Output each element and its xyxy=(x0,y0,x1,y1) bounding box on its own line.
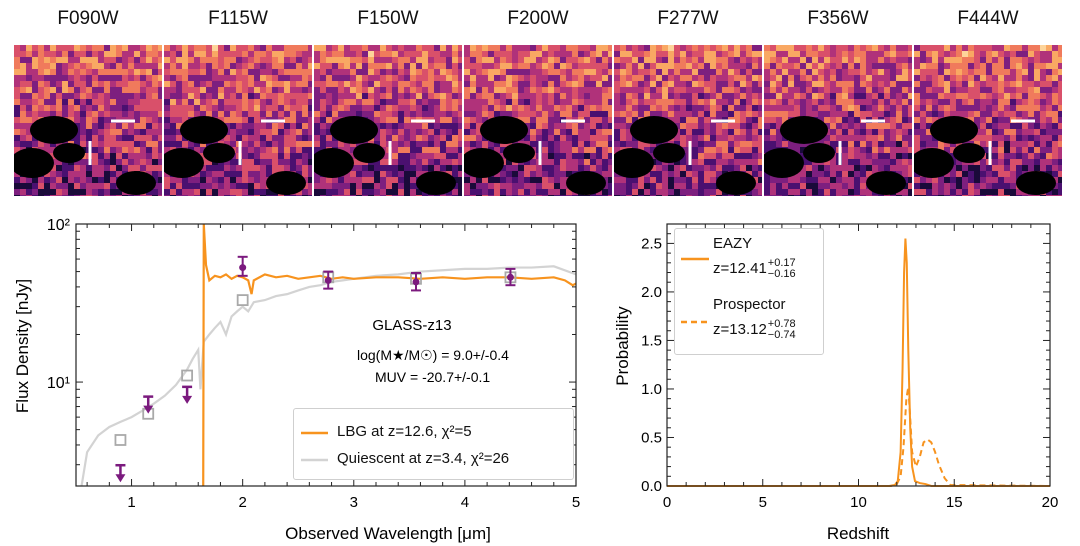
legend-z-eazy: z=12.41 +0.17 −0.16 xyxy=(713,258,796,280)
stamp-dark-blob xyxy=(116,171,156,195)
stamp-dark-blob xyxy=(614,148,654,178)
image-stamps-row: F090W F115W F150W F200W F277W F356W F444… xyxy=(0,0,1080,205)
stamp-dark-blob xyxy=(953,143,985,163)
stamp-dark-blob xyxy=(630,116,678,144)
legend-label-prospector: Prospector xyxy=(713,296,786,313)
pz-x-tick-label: 15 xyxy=(946,494,963,511)
stamp-label-f277w: F277W xyxy=(657,8,719,29)
stamp-dark-blob xyxy=(353,143,385,163)
pz-y-tick-label: 0.5 xyxy=(641,429,662,446)
pz-line-prospector xyxy=(667,386,1051,487)
legend-z-prospector: z=13.12 +0.78 −0.74 xyxy=(713,319,796,341)
stamp-dark-blob xyxy=(180,116,228,144)
stamp-image-f277w xyxy=(614,45,762,196)
legend-z-prospector-upper: +0.78 xyxy=(767,318,796,330)
stamp-label-f200w: F200W xyxy=(507,8,569,29)
stamp-image-f090w xyxy=(14,45,162,196)
stamp-dark-blob xyxy=(330,116,378,144)
sed-line-quiescent xyxy=(80,265,576,486)
stamp-label-f150w: F150W xyxy=(357,8,419,29)
stamp-dark-blob xyxy=(14,148,54,178)
stamp-image-f356w xyxy=(764,45,912,196)
stamp-image-f200w xyxy=(464,45,612,196)
stamp-dark-blob xyxy=(764,148,804,178)
stamp-dark-blob xyxy=(866,171,906,195)
stamp-dark-blob xyxy=(566,171,606,195)
stamp-dark-blob xyxy=(53,143,85,163)
sed-upper-limit-arrow xyxy=(143,405,154,414)
stamp-dark-blob xyxy=(1016,171,1056,195)
sed-photometry-point xyxy=(324,276,332,284)
legend-label-quiescent: Quiescent at z=3.4, χ²=26 xyxy=(337,450,510,467)
stamp-image-f444w xyxy=(914,45,1062,196)
stamp-dark-blob xyxy=(416,171,456,195)
legend-z-eazy-value: z=12.41 xyxy=(713,259,767,277)
stamp-dark-blob xyxy=(314,148,354,178)
stamp-dark-blob xyxy=(480,116,528,144)
sed-chart: 1 2 3 4 5 10¹ 10² GLASS-z13 log(M★/M☉) = 9.0+/… xyxy=(13,217,580,543)
stamp-dark-blob xyxy=(780,116,828,144)
stamp-dark-blob xyxy=(164,148,204,178)
stamp-dark-blob xyxy=(653,143,685,163)
sed-x-tick-label: 2 xyxy=(238,494,246,511)
stamp-dark-blob xyxy=(930,116,978,144)
pz-x-tick-label: 20 xyxy=(1042,494,1059,511)
legend-z-prospector-value: z=13.12 xyxy=(713,320,767,338)
sed-x-tick-label: 4 xyxy=(461,494,469,511)
sed-photometry-point xyxy=(506,273,514,281)
stamp-label-f115w: F115W xyxy=(208,8,268,29)
legend-z-eazy-upper: +0.17 xyxy=(767,257,796,269)
sed-quiescent-marker xyxy=(114,434,127,446)
legend-label-lbg: LBG at z=12.6, χ²=5 xyxy=(337,423,472,440)
sed-quiescent-marker xyxy=(181,369,194,382)
legend-z-prospector-lower: −0.74 xyxy=(767,329,796,341)
pz-y-tick-label: 1.0 xyxy=(641,381,662,398)
sed-line-lbg xyxy=(202,224,576,486)
pz-y-tick-label: 2.5 xyxy=(641,235,662,252)
stamp-image-f150w xyxy=(314,45,462,196)
redshift-probability-chart: 0 5 10 15 20 0.0 0.5 1.0 1.5 2.0 2.5 Redshift Prob… xyxy=(613,223,1059,543)
pz-x-tick-label: 0 xyxy=(663,494,671,511)
stamp-label-f090w: F090W xyxy=(57,8,119,29)
stamp-dark-blob xyxy=(464,148,504,178)
sed-upper-limit-arrow xyxy=(115,474,126,483)
stamp-label-f356w: F356W xyxy=(807,8,869,29)
pz-y-tick-label: 1.5 xyxy=(641,332,662,349)
stamp-dark-blob xyxy=(803,143,835,163)
sed-quiescent-marker xyxy=(236,294,249,307)
stamp-dark-blob xyxy=(266,171,306,195)
stamp-image-f115w xyxy=(164,45,312,196)
sed-plot-frame xyxy=(75,223,577,487)
pz-x-tick-label: 10 xyxy=(850,494,867,511)
stamp-dark-blob xyxy=(203,143,235,163)
stamp-dark-blob xyxy=(30,116,78,144)
sed-y-label: Flux Density [nJy] xyxy=(13,279,32,413)
sed-legend: LBG at z=12.6, χ²=5 Quiescent at z=3.4, … xyxy=(293,408,574,480)
sed-photometry-point xyxy=(412,278,420,286)
stamp-label-f444w: F444W xyxy=(957,8,1019,29)
sed-series-group xyxy=(80,224,576,486)
stamp-dark-blob xyxy=(503,143,535,163)
sed-y-tick-label: 10¹ xyxy=(47,375,70,392)
pz-y-label: Probability xyxy=(613,306,632,386)
sed-x-label: Observed Wavelength [μm] xyxy=(285,524,491,543)
legend-label-eazy: EAZY xyxy=(713,235,753,252)
stamp-dark-blob xyxy=(914,148,954,178)
pz-y-tick-label: 2.0 xyxy=(641,284,662,301)
sed-title: GLASS-z13 xyxy=(372,317,451,334)
legend-z-eazy-lower: −0.16 xyxy=(767,268,796,280)
stamp-dark-blob xyxy=(716,171,756,195)
pz-x-label: Redshift xyxy=(827,524,890,543)
sed-y-tick-label: 10² xyxy=(47,217,71,234)
sed-upper-limit-arrow xyxy=(182,395,193,404)
pz-x-tick-label: 5 xyxy=(759,494,767,511)
sed-annotation-mass: log(M★/M☉) = 9.0+/-0.4 xyxy=(357,347,509,363)
sed-x-tick-label: 1 xyxy=(127,494,135,511)
sed-x-tick-label: 3 xyxy=(350,494,358,511)
sed-x-tick-label: 5 xyxy=(572,494,580,511)
sed-annotation-muv: MUV = -20.7+/-0.1 xyxy=(375,369,490,385)
sed-photometry-point xyxy=(239,264,247,272)
pz-y-tick-label: 0.0 xyxy=(641,478,662,495)
pz-legend: EAZY z=12.41 +0.17 −0.16 Prospector z=13.1… xyxy=(674,228,824,355)
